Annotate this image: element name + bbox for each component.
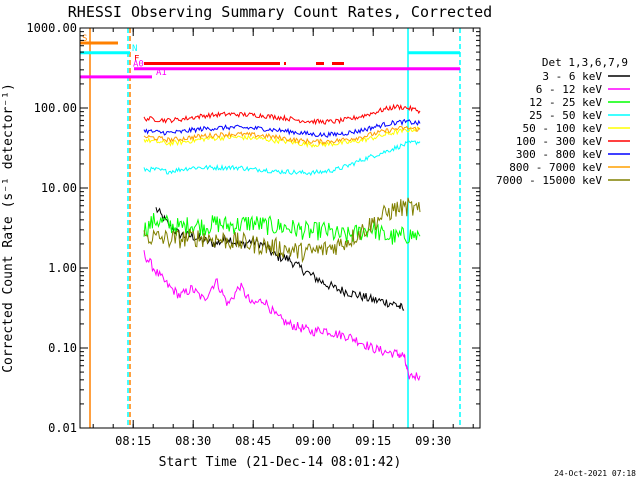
flag-label-a0: A0: [133, 60, 144, 70]
series-group-5: [143, 103, 421, 126]
legend-label: 800 - 7000 keV: [509, 161, 602, 174]
series-group-2: [143, 212, 421, 245]
series-line-2: [143, 212, 421, 245]
series-group-8: [143, 197, 421, 264]
legend-label: 3 - 6 keV: [542, 70, 602, 83]
series-line-3: [143, 140, 421, 177]
series-group-0: [155, 207, 405, 311]
series-group-6: [143, 118, 421, 138]
y-tick-label: 0.01: [48, 421, 77, 435]
x-tick-label: 09:30: [415, 434, 451, 448]
axes: 1000.00 100.00 10.00 1.00 0.10 0.01 08:15 08:30…: [26, 21, 480, 448]
series-line-1: [143, 250, 421, 382]
legend-label: 7000 - 15000 keV: [496, 174, 602, 187]
series-group-7: [143, 125, 421, 146]
flag-label-n: N: [132, 44, 137, 54]
x-tick-label: 08:15: [115, 434, 151, 448]
legend-label: 25 - 50 keV: [529, 109, 602, 122]
x-tick-label: 09:00: [295, 434, 331, 448]
series-line-8: [143, 197, 421, 264]
legend-title: Det 1,3,6,7,9: [542, 56, 628, 69]
legend-label: 300 - 800 keV: [516, 148, 602, 161]
y-tick-label: 1000.00: [26, 21, 77, 35]
y-tick-label: 100.00: [34, 101, 77, 115]
y-axis-label: Corrected Count Rate (s⁻¹ detector⁻¹): [1, 83, 16, 373]
x-axis-label: Start Time (21-Dec-14 08:01:42): [159, 455, 402, 470]
series-line-6: [143, 118, 421, 138]
chart-title: RHESSI Observing Summary Count Rates, Co…: [68, 3, 492, 21]
legend-label: 100 - 300 keV: [516, 135, 602, 148]
series-line-7: [143, 125, 421, 146]
y-tick-label: 10.00: [41, 181, 77, 195]
plot-frame: [79, 27, 481, 429]
x-tick-label: 09:15: [355, 434, 391, 448]
series-group-3: [143, 140, 421, 177]
footer-timestamp: 24-Oct-2021 07:18: [554, 469, 636, 478]
flag-label-a1: A1: [156, 68, 167, 78]
flag-label-f: F: [134, 54, 139, 64]
y-tick-label: 0.10: [48, 341, 77, 355]
legend-label: 12 - 25 keV: [529, 96, 602, 109]
y-tick-label: 1.00: [48, 261, 77, 275]
legend-label: 50 - 100 keV: [523, 122, 603, 135]
series-line-5: [143, 103, 421, 126]
legend-label: 6 - 12 keV: [536, 83, 603, 96]
series-group-1: [143, 250, 421, 382]
flag-label-s: S: [82, 34, 87, 44]
series-line-0: [155, 207, 405, 311]
x-tick-label: 08:45: [235, 434, 271, 448]
x-tick-label: 08:30: [175, 434, 211, 448]
